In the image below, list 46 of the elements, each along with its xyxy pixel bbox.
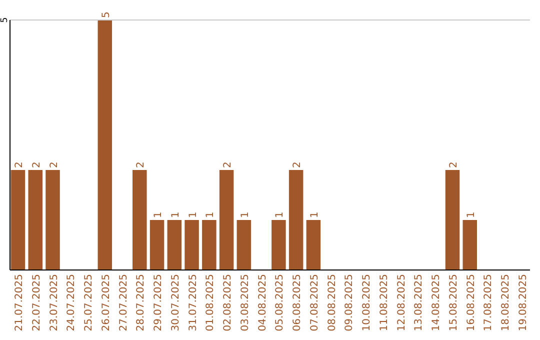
x-tick-label: 19.08.2025	[518, 274, 530, 332]
x-tick-label: 13.08.2025	[414, 274, 425, 332]
x-tick-label: 27.07.2025	[118, 274, 130, 332]
x-tick-label: 30.07.2025	[170, 274, 182, 332]
data-label: 1	[274, 212, 286, 218]
x-tick-label: 14.08.2025	[431, 274, 442, 332]
x-tick-label: 15.08.2025	[448, 274, 460, 332]
data-label: 2	[222, 162, 234, 168]
x-tick-label: 28.07.2025	[136, 274, 147, 332]
x-tick-label: 31.07.2025	[188, 274, 199, 332]
data-label: 1	[188, 212, 199, 218]
x-tick-label: 10.08.2025	[362, 274, 373, 332]
data-label: 1	[170, 212, 182, 218]
x-tick-label: 16.08.2025	[466, 274, 477, 332]
x-tick-label: 05.08.2025	[274, 274, 286, 332]
x-tick-label: 03.08.2025	[240, 274, 251, 332]
x-tick-label: 26.07.2025	[100, 274, 112, 332]
data-label: 1	[205, 212, 216, 218]
x-tick-label: 02.08.2025	[222, 274, 234, 332]
data-label: 1	[466, 212, 477, 218]
data-label: 2	[136, 162, 147, 168]
data-label: 1	[309, 212, 320, 218]
data-label: 2	[31, 162, 42, 168]
data-label: 1	[240, 212, 251, 218]
x-tick-label: 29.07.2025	[153, 274, 164, 332]
x-tick-label: 24.07.2025	[66, 274, 78, 332]
x-tick-label: 21.07.2025	[14, 274, 25, 332]
x-tick-label: 04.08.2025	[257, 274, 268, 332]
x-tick-label: 17.08.2025	[483, 274, 494, 332]
x-tick-label: 07.08.2025	[309, 274, 320, 332]
x-tick-label: 11.08.2025	[378, 274, 390, 332]
data-label: 2	[448, 162, 460, 168]
data-label: 1	[153, 212, 164, 218]
data-label: 2	[292, 162, 304, 168]
x-tick-label: 25.07.2025	[84, 274, 95, 332]
x-tick-label: 06.08.2025	[292, 274, 304, 332]
x-tick-label: 08.08.2025	[326, 274, 338, 332]
x-tick-label: 22.07.2025	[31, 274, 42, 332]
data-label: 2	[14, 162, 25, 168]
x-tick-label: 01.08.2025	[205, 274, 216, 332]
x-tick-label: 12.08.2025	[396, 274, 408, 332]
x-tick-label: 18.08.2025	[500, 274, 512, 332]
x-tick-label: 09.08.2025	[344, 274, 356, 332]
data-label: 2	[48, 162, 60, 168]
x-tick-label: 23.07.2025	[48, 274, 60, 332]
data-label: 5	[100, 12, 112, 18]
